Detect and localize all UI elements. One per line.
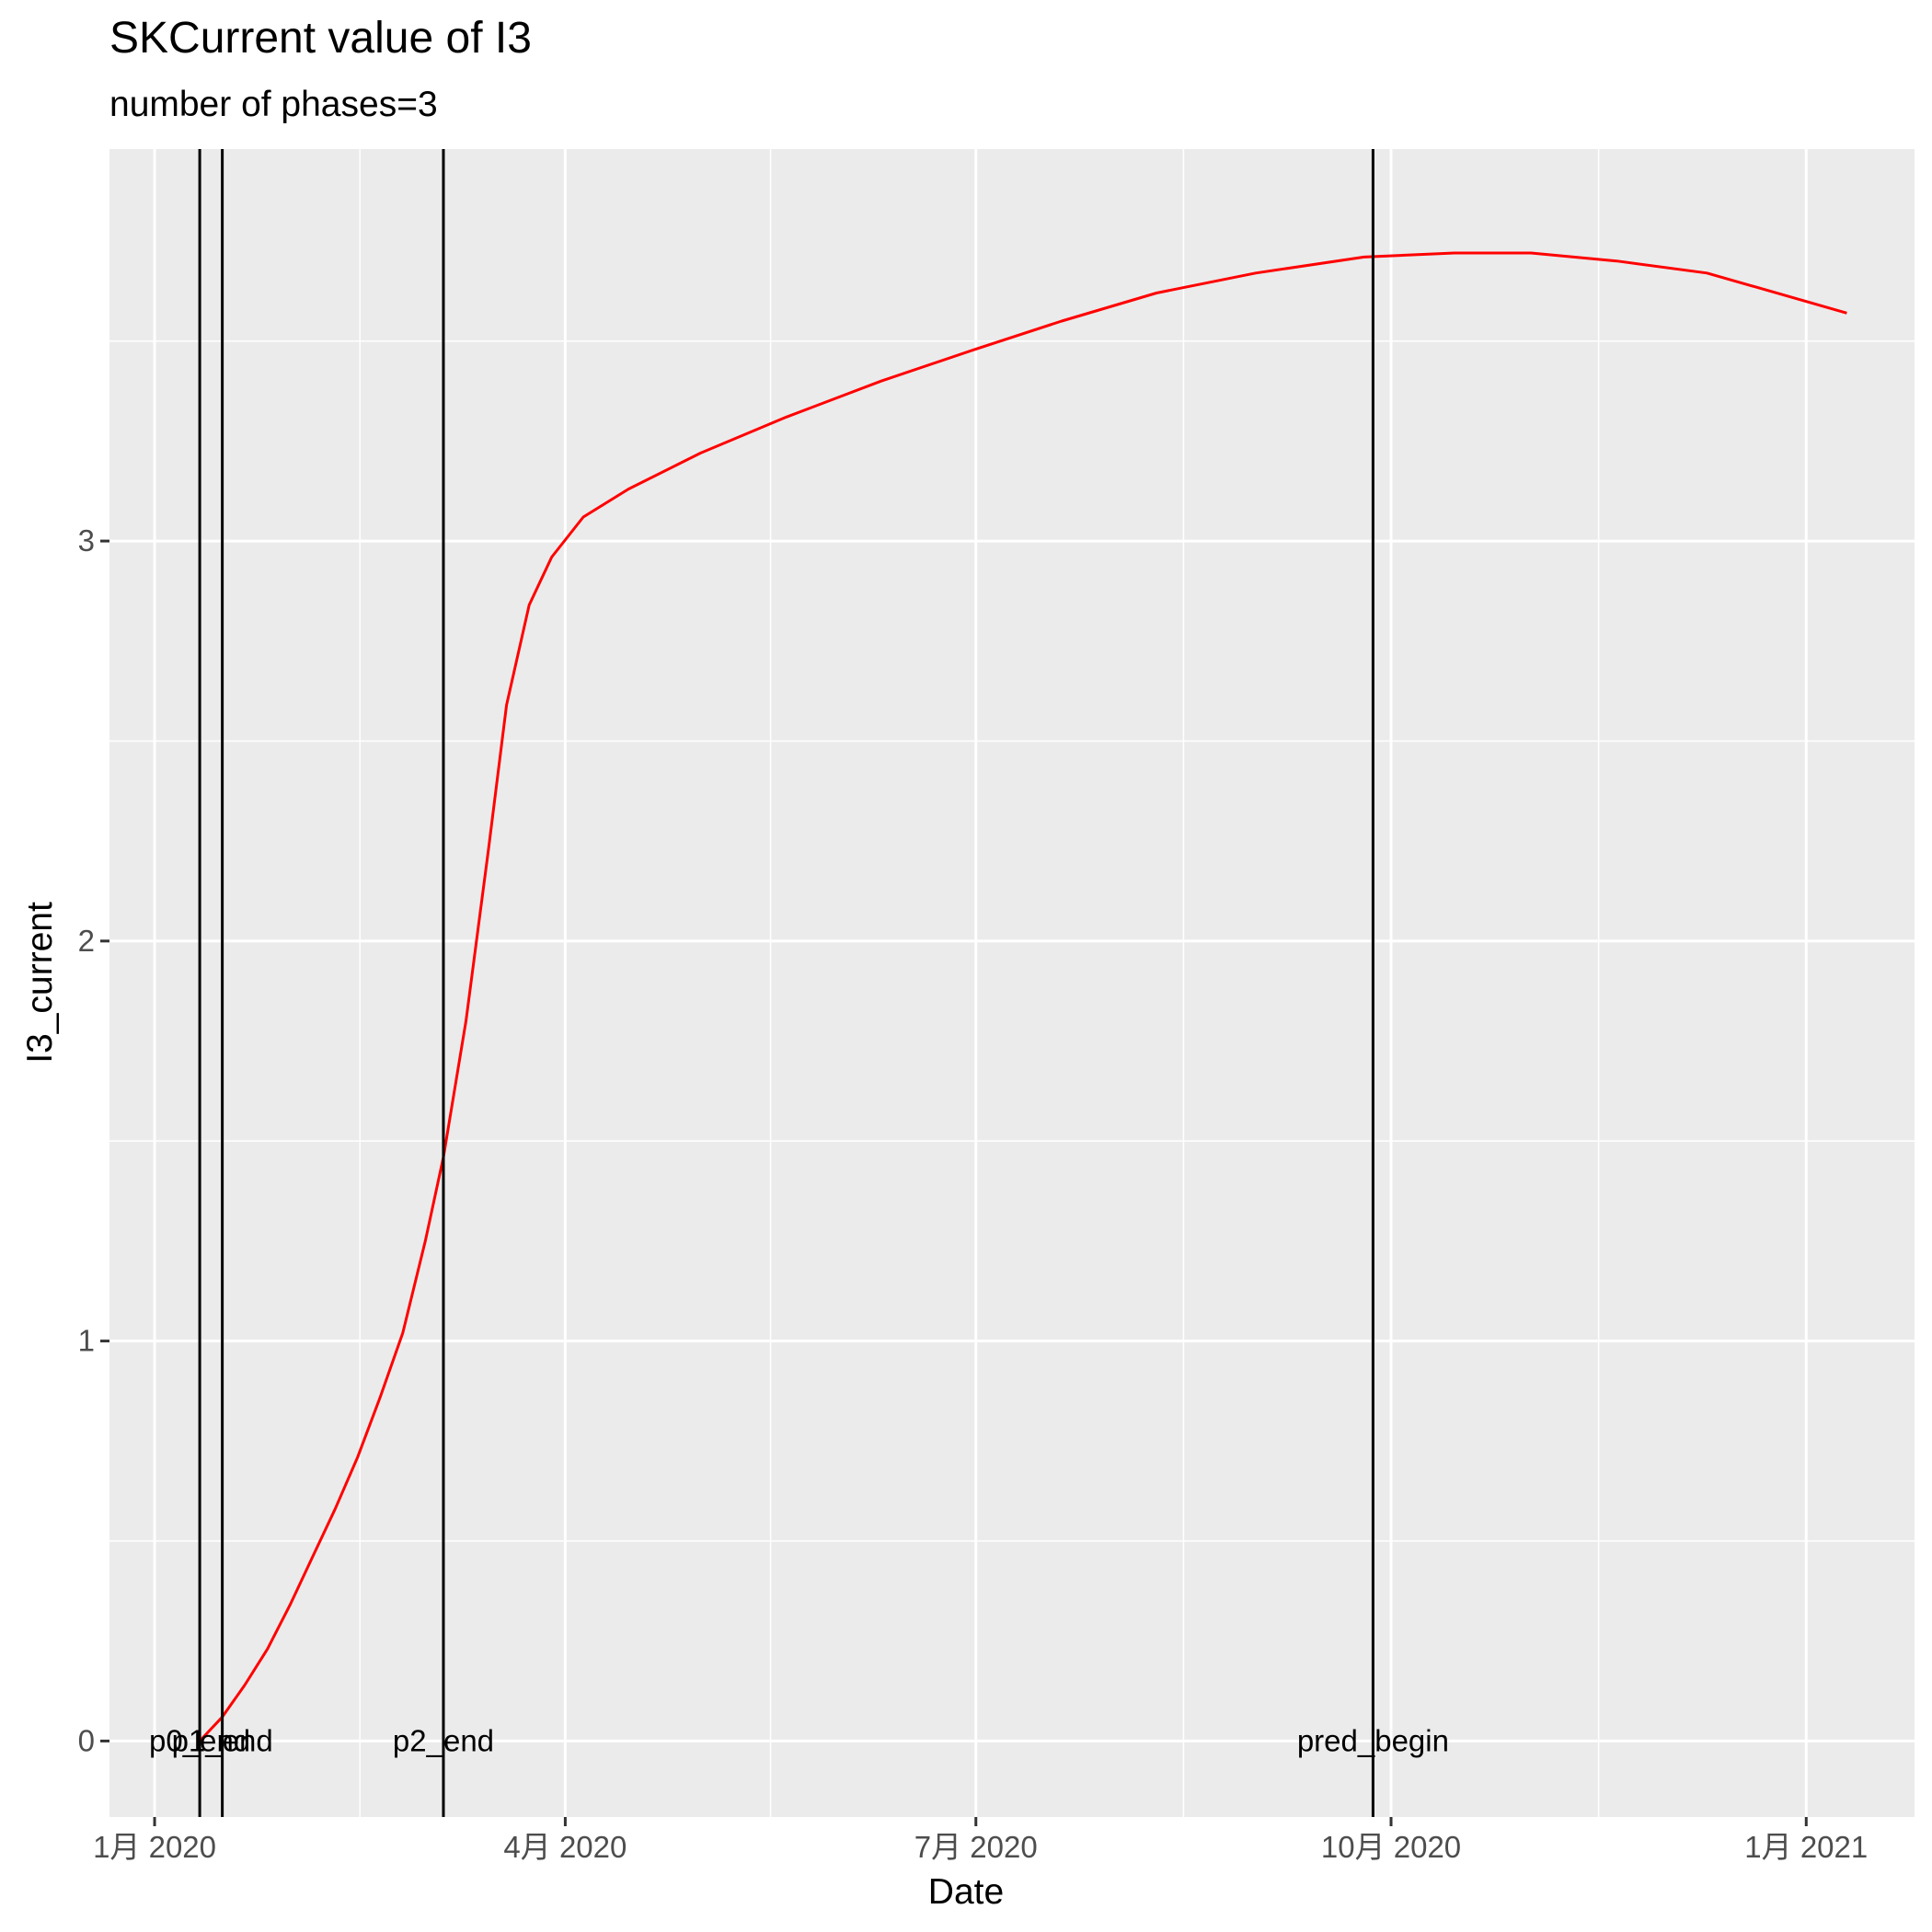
chart-subtitle: number of phases=3 <box>109 85 438 124</box>
x-tick-label: 1月 2021 <box>1744 1830 1868 1864</box>
phase-vline-label: p1_end <box>172 1723 273 1757</box>
phase-vline-label: p2_end <box>393 1723 494 1757</box>
y-tick-label: 0 <box>78 1723 95 1757</box>
plot-panel <box>109 149 1915 1817</box>
y-tick-label: 2 <box>78 924 95 958</box>
x-tick-label: 7月 2020 <box>914 1830 1038 1864</box>
y-axis-title: I3_current <box>20 902 60 1064</box>
major-gridlines <box>109 149 1915 1817</box>
chart-title: SKCurrent value of I3 <box>109 14 532 63</box>
x-tick-label: 4月 2020 <box>503 1830 627 1864</box>
x-tick-label: 1月 2020 <box>93 1830 216 1864</box>
series-line <box>199 251 1847 1742</box>
axes: 0 1 2 3 1月 2020 4月 2020 7月 2020 10月 2020 1月 2021 <box>78 523 1869 1864</box>
y-tick-label: 1 <box>78 1324 95 1358</box>
x-axis-title: Date <box>927 1872 1005 1912</box>
phase-vline-label: p0_end <box>149 1723 250 1757</box>
phase-vline-label: pred_begin <box>1297 1723 1449 1757</box>
x-tick-label: 10月 2020 <box>1321 1830 1461 1864</box>
y-tick-label: 3 <box>78 523 95 558</box>
series-layer <box>199 251 1847 1742</box>
minor-gridlines <box>109 149 1915 1817</box>
